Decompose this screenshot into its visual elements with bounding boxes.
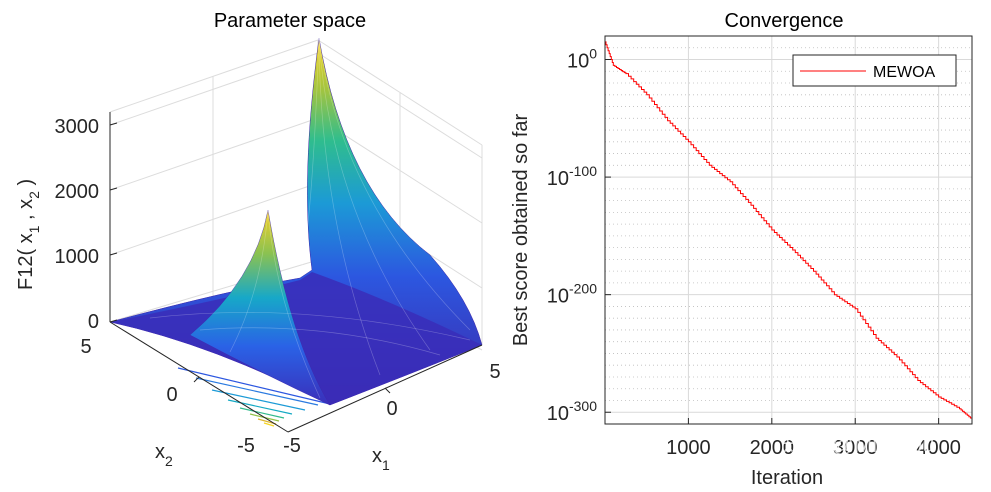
mesh-line (318, 37, 471, 331)
surface-mesh (149, 37, 471, 399)
x-tick-label: -5 (283, 435, 301, 457)
x-axis-label: x1 (372, 445, 390, 473)
grid-line (317, 52, 483, 159)
x-tick-label: 5 (489, 361, 500, 383)
z-tick (109, 187, 118, 191)
legend[interactable]: MEWOA (792, 54, 957, 87)
y-axis-label: x2 (155, 441, 173, 469)
conv-x-tick-label: 3000 (833, 437, 878, 459)
grid-line (109, 259, 319, 323)
mesh-line (199, 327, 441, 356)
y-tick (193, 376, 200, 383)
mesh-line (267, 209, 321, 399)
y-tick-label: 5 (80, 336, 91, 358)
conv-y-tick-label: 10-200 (547, 281, 597, 308)
convergence-panel: Convergence 100 10-100 10-200 10-300 1000 200… (510, 10, 973, 489)
surface-axes (109, 112, 483, 433)
grid-line (109, 39, 319, 113)
z-tick (109, 122, 118, 126)
grid-line (109, 117, 319, 191)
conv-x-tick-label: 4000 (916, 437, 961, 459)
contour-line (239, 407, 285, 419)
plot-frame (604, 35, 973, 425)
convergence-series (605, 41, 973, 420)
conv-y-axis-label: Best score obtained so far (510, 113, 532, 346)
x-tick-label: 0 (386, 398, 397, 420)
watermark: 知乎 @Missyou (781, 432, 934, 457)
mesh-line (149, 312, 471, 341)
surface (109, 37, 483, 406)
legend-label: MEWOA (873, 64, 936, 81)
surface-title: Parameter space (214, 10, 366, 32)
conv-y-tick-label: 100 (567, 46, 597, 73)
z-axis-label: F12( x1 , x2 ) (15, 179, 42, 290)
z-tick-label: 3000 (55, 116, 100, 138)
surface-secondary-peak (189, 209, 331, 406)
z-tick-label: 2000 (55, 181, 100, 203)
y-tick-label: 0 (166, 384, 177, 406)
convergence-ticks: 100 10-100 10-200 10-300 1000 2000 3000 4000 (547, 46, 961, 459)
conv-y-tick-label: 10-300 (547, 398, 597, 425)
y-tick-label: -5 (237, 435, 255, 457)
z-tick (109, 252, 118, 256)
contour-line (263, 422, 275, 427)
conv-y-tick-label: 10-100 (547, 163, 597, 190)
mesh-line (318, 37, 431, 351)
z-tick (109, 319, 118, 323)
grid-line (109, 182, 319, 256)
x-tick (384, 387, 391, 394)
mesh-line (299, 37, 320, 276)
mesh-line (229, 209, 269, 353)
convergence-title: Convergence (725, 10, 844, 32)
plot-area (605, 36, 972, 424)
surface-panel: Parameter space (15, 10, 501, 473)
conv-x-axis-label: Iteration (751, 467, 823, 489)
contour-line (227, 399, 293, 415)
contour-line (177, 367, 331, 405)
mesh-line (318, 37, 381, 376)
contour-line (195, 377, 319, 406)
series-line-MEWOA (605, 41, 973, 420)
grid-line (109, 52, 319, 126)
conv-x-tick-label: 1000 (666, 437, 711, 459)
z-tick-label: 1000 (55, 246, 100, 268)
grid-line (317, 39, 483, 146)
floor-contours (177, 367, 331, 427)
contour-line (211, 389, 306, 411)
z-tick-label: 0 (88, 311, 99, 333)
conv-x-tick-label: 2000 (750, 437, 795, 459)
